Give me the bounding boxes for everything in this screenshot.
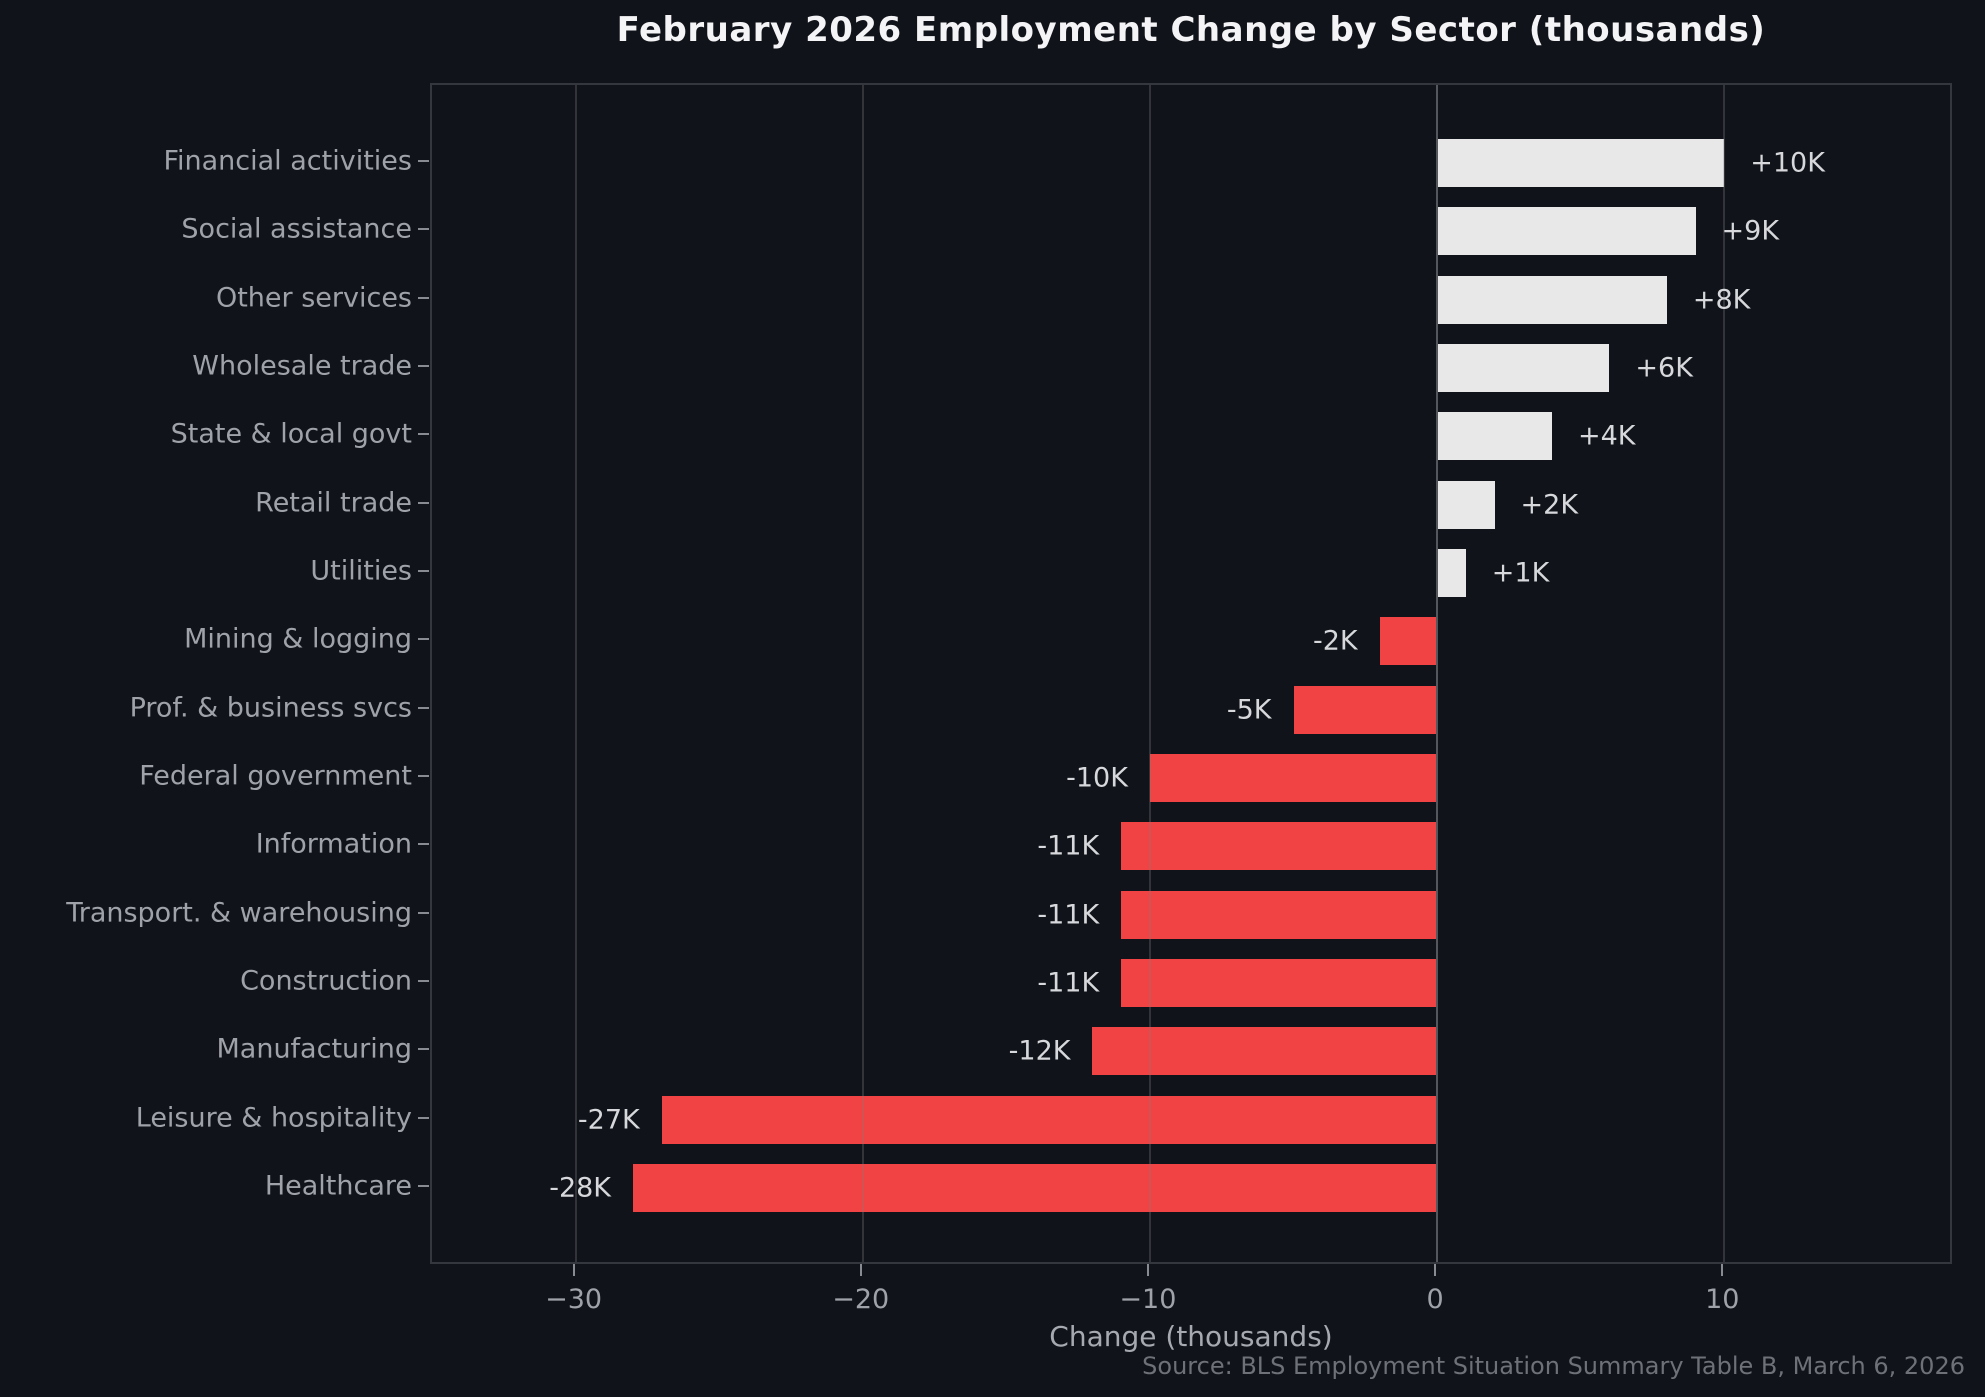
bar-value-label: -12K — [1008, 1035, 1071, 1067]
y-axis-label: Leisure & hospitality — [135, 1102, 412, 1134]
x-axis-tick-label: 10 — [1705, 1284, 1740, 1315]
bar-value-label: -11K — [1037, 830, 1100, 862]
bar-value-label: -11K — [1037, 967, 1100, 999]
y-axis-label: Mining & logging — [184, 623, 412, 655]
bar-value-label: +9K — [1721, 215, 1780, 247]
plot-area: +10K +9K +8K +6K +4K +2K +1K -2K -5K -10K -11K -11K… — [430, 83, 1952, 1264]
y-axis-label: Federal government — [139, 760, 412, 792]
x-axis-tick-label: 0 — [1426, 1284, 1444, 1315]
y-axis-tick — [418, 1185, 429, 1188]
y-axis-tick — [418, 159, 429, 162]
y-axis-label: Transport. & warehousing — [66, 897, 412, 929]
bar — [1149, 754, 1438, 803]
y-axis-tick — [418, 638, 429, 641]
y-axis-tick — [418, 1116, 429, 1119]
y-axis-label: Prof. & business svcs — [129, 692, 412, 724]
gridline — [1148, 85, 1151, 1262]
gridline — [861, 85, 864, 1262]
x-axis-tick — [1721, 1264, 1724, 1276]
y-axis-tick — [418, 1048, 429, 1051]
y-axis-label: Manufacturing — [216, 1033, 412, 1065]
y-axis-label: Financial activities — [163, 145, 412, 177]
bar — [1121, 959, 1438, 1008]
y-axis-label: Retail trade — [255, 487, 412, 519]
y-axis-tick — [418, 706, 429, 709]
x-axis-tick — [859, 1264, 862, 1276]
bar-value-label: -5K — [1226, 694, 1272, 726]
bar — [1437, 138, 1725, 187]
y-axis-label: Construction — [240, 965, 412, 997]
y-axis-tick — [418, 364, 429, 367]
bar-value-label: +2K — [1520, 489, 1579, 521]
y-axis-label: State & local govt — [170, 418, 412, 450]
bar — [1437, 275, 1667, 324]
bar — [1437, 343, 1610, 392]
bar — [1437, 548, 1466, 597]
bar-value-label: +6K — [1635, 352, 1693, 384]
x-axis-tick-label: −10 — [1119, 1284, 1177, 1315]
x-axis-tick — [1434, 1264, 1437, 1276]
y-axis-label: Utilities — [310, 555, 412, 587]
bar — [661, 1095, 1438, 1144]
y-axis-label: Social assistance — [181, 213, 412, 245]
bar — [1379, 617, 1438, 666]
y-axis-tick — [418, 296, 429, 299]
bar-value-label: -2K — [1313, 625, 1358, 657]
bar — [1437, 412, 1552, 461]
bar-value-label: -27K — [577, 1104, 640, 1136]
bar-value-label: -28K — [549, 1172, 612, 1204]
x-axis-tick — [1146, 1264, 1149, 1276]
bar — [1121, 822, 1438, 871]
x-axis-tick — [572, 1264, 575, 1276]
bar — [1293, 685, 1438, 734]
bar — [1437, 480, 1495, 529]
y-axis-tick — [418, 433, 429, 436]
x-axis-tick-label: −30 — [545, 1284, 603, 1315]
y-axis-tick — [418, 228, 429, 231]
bar — [1092, 1027, 1438, 1076]
bar — [633, 1164, 1438, 1213]
y-axis-tick — [418, 980, 429, 983]
bar-value-label: -10K — [1066, 762, 1128, 794]
y-axis-tick — [418, 501, 429, 504]
y-axis-tick — [418, 775, 429, 778]
bar-value-label: +10K — [1750, 147, 1825, 179]
bar-value-label: +4K — [1577, 420, 1636, 452]
y-axis-tick — [418, 911, 429, 914]
source-note: Source: BLS Employment Situation Summary… — [1142, 1352, 1965, 1380]
y-axis-label: Information — [255, 828, 412, 860]
bar-value-label: +8K — [1692, 284, 1751, 316]
bar — [1437, 207, 1696, 256]
chart-title: February 2026 Employment Change by Secto… — [616, 10, 1766, 50]
gridline — [1723, 85, 1726, 1262]
bar — [1121, 890, 1438, 939]
y-axis-label: Wholesale trade — [192, 350, 412, 382]
gridline — [574, 85, 577, 1262]
zero-baseline — [1436, 85, 1439, 1262]
y-axis-tick — [418, 843, 429, 846]
bar-value-label: +1K — [1491, 557, 1550, 589]
y-axis-tick — [418, 569, 429, 572]
y-axis-label: Other services — [215, 282, 412, 314]
x-axis-label: Change (thousands) — [1049, 1320, 1333, 1353]
bar-value-label: -11K — [1037, 899, 1100, 931]
y-axis-label: Healthcare — [264, 1170, 412, 1202]
x-axis-tick-label: −20 — [832, 1284, 890, 1315]
